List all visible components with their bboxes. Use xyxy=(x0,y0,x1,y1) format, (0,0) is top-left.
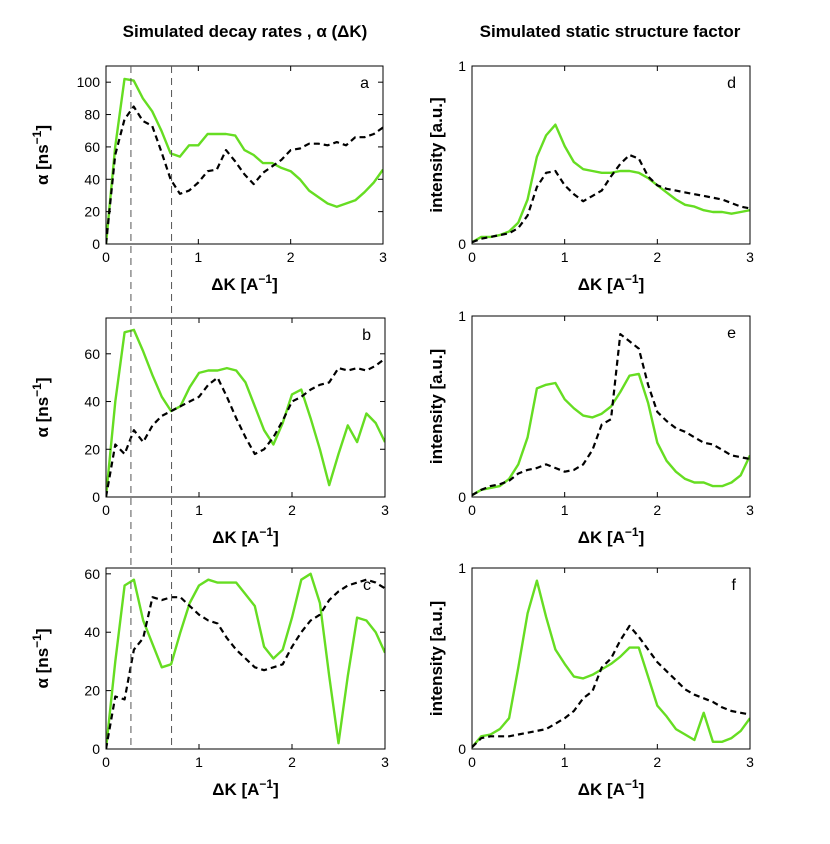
x-axis-label: ΔK [A−1] xyxy=(211,272,278,294)
panel-label: c xyxy=(363,577,371,594)
y-tick-label: 20 xyxy=(84,683,100,699)
y-tick-label: 40 xyxy=(84,394,100,410)
axes-frame xyxy=(105,65,384,245)
x-tick-label: 2 xyxy=(287,249,295,265)
y-tick-label: 1 xyxy=(458,560,466,576)
axes-frame xyxy=(471,315,751,498)
y-axis-label: intensity [a.u.] xyxy=(427,601,446,716)
series-black-line xyxy=(472,333,750,497)
x-tick-label: 1 xyxy=(194,249,202,265)
x-tick-label: 3 xyxy=(381,754,389,770)
x-tick-label: 0 xyxy=(102,754,110,770)
x-axis-label: ΔK [A−1] xyxy=(578,777,645,799)
x-tick-label: 1 xyxy=(561,502,569,518)
panel-label: b xyxy=(362,327,371,344)
series-green-line xyxy=(472,372,750,497)
panel-label: f xyxy=(732,577,737,594)
panel-e: 0 1 2 3 0 1 e ΔK [A−1] intensity [a.u.] xyxy=(427,308,754,547)
series-green-line xyxy=(106,572,385,749)
series-green-line xyxy=(472,579,750,748)
y-tick-label: 80 xyxy=(84,107,100,123)
panel-label: a xyxy=(360,75,369,92)
y-tick-label: 0 xyxy=(458,741,466,757)
y-axis-label: α [ns−1] xyxy=(30,377,52,437)
panel-b: 0 1 2 3 0 20 40 60 b ΔK [A−1] α [ns−1] xyxy=(30,317,389,547)
y-tick-label: 0 xyxy=(92,741,100,757)
y-tick-label: 100 xyxy=(77,74,101,90)
y-tick-label: 1 xyxy=(458,308,466,324)
x-tick-label: 1 xyxy=(195,754,203,770)
y-axis-label: intensity [a.u.] xyxy=(427,349,446,464)
panel-c: 0 1 2 3 0 20 40 60 c ΔK [A−1] α [ns−1] xyxy=(30,566,389,799)
series-green-line xyxy=(106,328,385,497)
x-tick-label: 3 xyxy=(746,754,754,770)
y-tick-label: 40 xyxy=(84,624,100,640)
x-tick-label: 2 xyxy=(653,754,661,770)
series-black-line xyxy=(106,357,385,497)
y-tick-label: 0 xyxy=(92,489,100,505)
x-tick-label: 1 xyxy=(195,502,203,518)
axes-frame xyxy=(105,567,386,750)
x-axis-label: ΔK [A−1] xyxy=(212,777,279,799)
x-tick-label: 2 xyxy=(653,502,661,518)
series-green-line xyxy=(106,77,383,244)
x-axis-label: ΔK [A−1] xyxy=(578,525,645,547)
y-tick-label: 0 xyxy=(458,489,466,505)
y-tick-label: 40 xyxy=(84,171,100,187)
panel-label: e xyxy=(727,325,736,342)
series-black-line xyxy=(106,578,385,749)
series-black-line xyxy=(472,624,750,748)
x-tick-label: 0 xyxy=(468,502,476,518)
series-black-line xyxy=(106,105,383,244)
y-tick-label: 0 xyxy=(458,236,466,252)
y-axis-label: intensity [a.u.] xyxy=(427,97,446,212)
x-axis-label: ΔK [A−1] xyxy=(212,525,279,547)
axes-frame xyxy=(471,567,751,750)
y-tick-label: 20 xyxy=(84,204,100,220)
y-axis-label: α [ns−1] xyxy=(30,628,52,688)
y-tick-label: 60 xyxy=(84,566,100,582)
x-tick-label: 3 xyxy=(381,502,389,518)
y-tick-label: 60 xyxy=(84,346,100,362)
x-axis-label: ΔK [A−1] xyxy=(578,272,645,294)
x-tick-label: 2 xyxy=(288,502,296,518)
right-column-title: Simulated static structure factor xyxy=(480,22,741,41)
panel-d: 0 1 2 3 0 1 d ΔK [A−1] intensity [a.u.] xyxy=(427,58,754,294)
axes-frame xyxy=(471,65,751,245)
guide-lines xyxy=(130,66,173,749)
x-tick-label: 1 xyxy=(561,249,569,265)
panel-f: 0 1 2 3 0 1 f ΔK [A−1] intensity [a.u.] xyxy=(427,560,754,799)
y-tick-label: 60 xyxy=(84,139,100,155)
y-tick-label: 0 xyxy=(92,236,100,252)
x-tick-label: 0 xyxy=(468,754,476,770)
y-tick-label: 1 xyxy=(458,58,466,74)
x-tick-label: 2 xyxy=(288,754,296,770)
x-tick-label: 2 xyxy=(653,249,661,265)
x-tick-label: 0 xyxy=(468,249,476,265)
series-green-line xyxy=(472,123,750,244)
panel-a: 0 1 2 3 0 20 40 60 80 100 a ΔK [A−1] α [ns−1] xyxy=(30,65,387,294)
x-tick-label: 3 xyxy=(746,502,754,518)
left-column-title: Simulated decay rates , α (ΔK) xyxy=(123,22,368,41)
x-tick-label: 0 xyxy=(102,502,110,518)
x-tick-label: 3 xyxy=(746,249,754,265)
series-black-line xyxy=(472,153,750,244)
x-tick-label: 3 xyxy=(379,249,387,265)
axes-frame xyxy=(105,317,386,498)
y-axis-label: α [ns−1] xyxy=(30,125,52,185)
x-tick-label: 0 xyxy=(102,249,110,265)
panel-label: d xyxy=(727,75,736,92)
x-tick-label: 1 xyxy=(561,754,569,770)
y-tick-label: 20 xyxy=(84,441,100,457)
